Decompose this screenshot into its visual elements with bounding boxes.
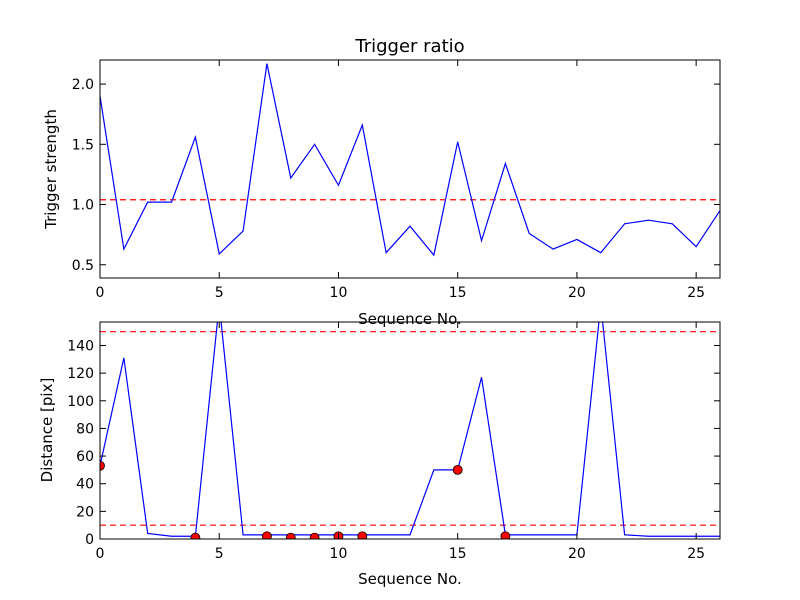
ticks-top: 0 5 10 15 20 25 0.5 1.0 1.5 2.0 bbox=[72, 60, 720, 301]
y-axis-label-bottom: Distance [pix] bbox=[38, 378, 56, 483]
x-tick-label: 0 bbox=[96, 546, 105, 562]
y-tick-label: 120 bbox=[67, 366, 94, 382]
data-point-marker bbox=[309, 532, 320, 539]
data-point-marker bbox=[100, 460, 105, 471]
axes-frame-bottom bbox=[99, 321, 721, 540]
x-axis-label-bottom: Sequence No. bbox=[358, 570, 462, 588]
y-tick-label: 1.5 bbox=[72, 137, 94, 153]
data-point-marker bbox=[452, 464, 463, 475]
plot-area-bottom bbox=[100, 322, 720, 539]
x-tick-label: 20 bbox=[568, 285, 586, 301]
data-point-marker bbox=[285, 532, 296, 539]
y-tick-label: 1.0 bbox=[72, 198, 94, 214]
y-tick-label: 140 bbox=[67, 338, 94, 354]
y-tick-label: 100 bbox=[67, 394, 94, 410]
data-point-marker bbox=[262, 531, 272, 539]
x-tick-label: 15 bbox=[449, 285, 467, 301]
distance-plot: Sequence No. Distance [pix] 0 5 10 15 20 25 0 2… bbox=[38, 321, 721, 588]
trigger-ratio-plot: Trigger ratio Sequence No. Trigger stren… bbox=[42, 36, 721, 328]
y-tick-label: 0 bbox=[85, 532, 94, 548]
data-point-marker bbox=[190, 532, 201, 539]
x-tick-label: 10 bbox=[330, 546, 348, 562]
x-tick-label: 0 bbox=[96, 285, 105, 301]
x-tick-label: 5 bbox=[215, 546, 224, 562]
x-tick-label: 15 bbox=[449, 546, 467, 562]
x-tick-label: 10 bbox=[330, 285, 348, 301]
y-tick-label: 2.0 bbox=[72, 77, 94, 93]
x-tick-label: 25 bbox=[687, 285, 705, 301]
axes-frame-top bbox=[99, 59, 721, 279]
y-axis-label-top: Trigger strength bbox=[42, 109, 60, 230]
x-tick-label: 20 bbox=[568, 546, 586, 562]
data-point-marker bbox=[500, 531, 511, 539]
series-line-bottom bbox=[100, 322, 720, 537]
y-tick-label: 0.5 bbox=[72, 258, 94, 274]
y-tick-label: 20 bbox=[76, 504, 94, 520]
ticks-bottom: 0 5 10 15 20 25 0 20 40 60 80 100 120 140 bbox=[67, 322, 720, 562]
x-tick-label: 5 bbox=[215, 285, 224, 301]
data-point-marker bbox=[357, 531, 368, 539]
y-tick-label: 60 bbox=[76, 449, 94, 465]
series-line-top bbox=[100, 63, 720, 257]
x-axis-label-top: Sequence No. bbox=[358, 310, 462, 328]
x-tick-label: 25 bbox=[687, 546, 705, 562]
y-tick-label: 40 bbox=[76, 477, 94, 493]
plot-area-top bbox=[100, 63, 720, 257]
chart-title: Trigger ratio bbox=[354, 36, 464, 57]
y-tick-label: 80 bbox=[76, 421, 94, 437]
